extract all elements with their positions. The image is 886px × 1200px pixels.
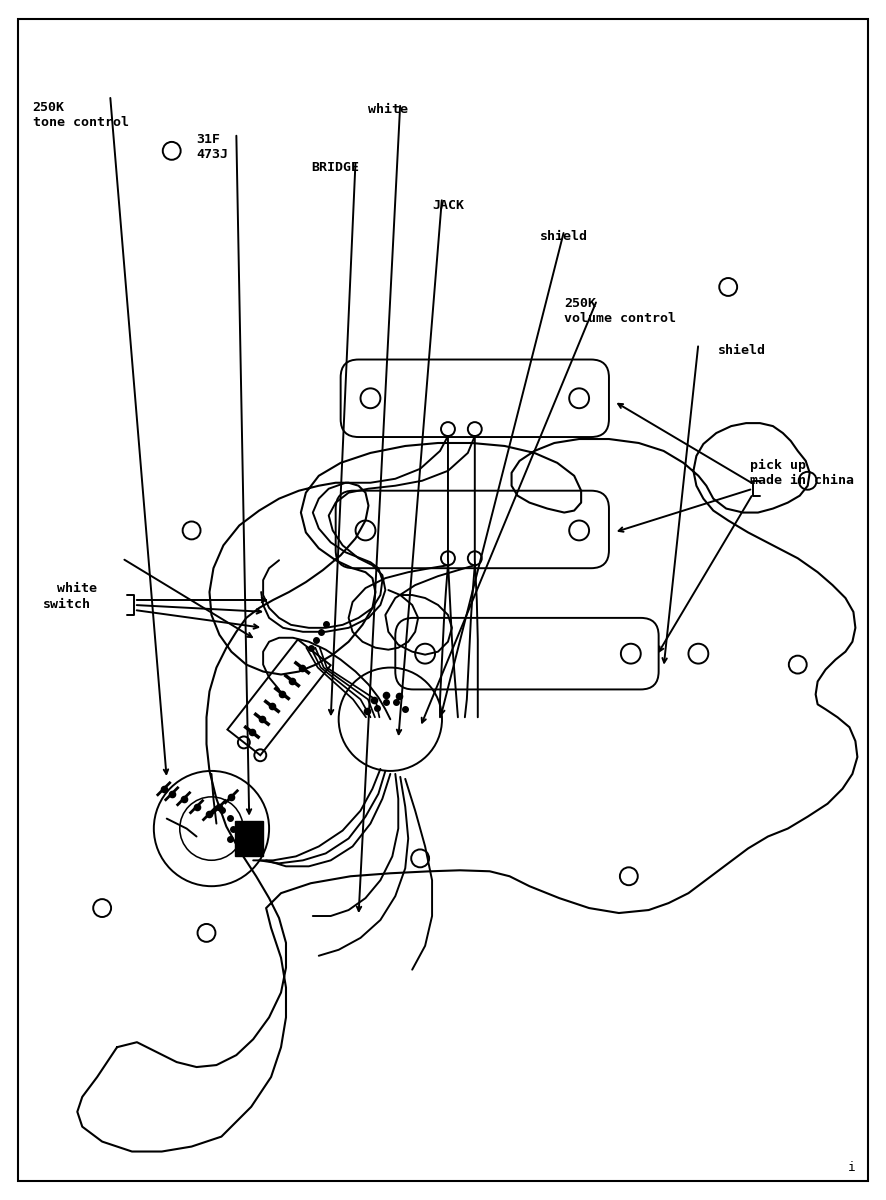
Text: pick up
made in china: pick up made in china [750,458,854,487]
Text: shield: shield [719,343,766,356]
Text: shield: shield [540,230,587,244]
Text: 250K
volume control: 250K volume control [564,296,676,325]
Text: 250K
tone control: 250K tone control [33,101,128,130]
Text: BRIDGE: BRIDGE [311,161,359,174]
Bar [236,821,263,856]
Text: white: white [369,103,408,116]
Text: white: white [58,582,97,595]
Text: switch: switch [43,598,90,611]
Text: JACK: JACK [432,198,464,211]
Text: 31F
473J: 31F 473J [197,133,229,161]
Text: i: i [848,1162,855,1175]
